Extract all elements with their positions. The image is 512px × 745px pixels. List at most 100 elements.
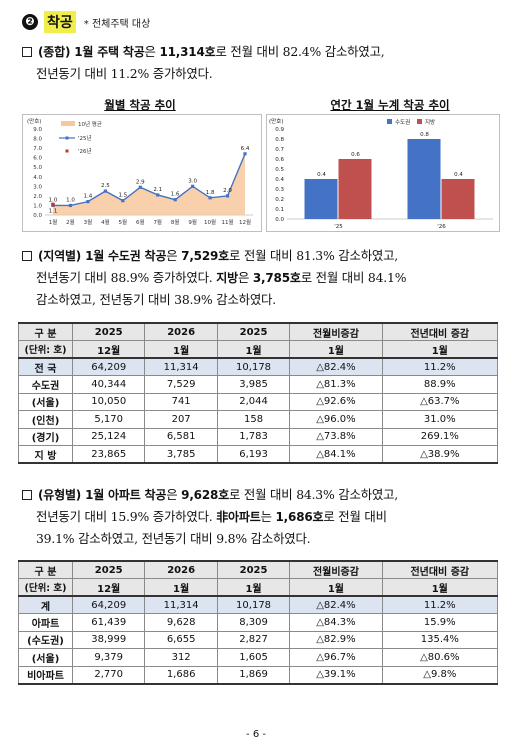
y-tick-label: 0.3 xyxy=(275,187,284,193)
data-label-2025: 1.0 xyxy=(66,197,75,203)
table-cell: 15.9% xyxy=(381,613,499,632)
table-cell: 2025 xyxy=(216,560,291,579)
y-tick-label: 0.9 xyxy=(275,127,284,133)
table-cell: (수도권) xyxy=(18,630,73,649)
x-tick-label: 9월 xyxy=(188,218,197,226)
table-cell: 비아파트 xyxy=(18,665,73,684)
table-cell: 312 xyxy=(144,648,218,667)
table-cell: 1,686 xyxy=(144,665,218,684)
y-tick-label: 0.8 xyxy=(275,137,284,143)
x-tick-label: 12월 xyxy=(239,218,251,226)
table-cell: 1월 xyxy=(289,340,383,359)
table-row: (인천) 5,170 207 158 △96.0% 31.0% xyxy=(18,410,499,429)
checkbox-bullet-icon xyxy=(22,490,32,500)
table-cell: 741 xyxy=(144,392,218,411)
table-row: 지 방 23,865 3,785 6,193 △84.1% △38.9% xyxy=(18,445,499,464)
table-cell: △82.4% xyxy=(289,595,383,614)
y-tick-label: 3.0 xyxy=(33,184,42,190)
monthly-starts-line-chart: (만호) 9.0 8.0 7.0 6.0 5.0 4.0 3.0 2.0 1.0 0.0 1.0 1.0… xyxy=(27,117,253,226)
bar-value-label: 0.4 xyxy=(317,172,326,178)
y-axis-unit: (만호) xyxy=(27,117,41,125)
table-cell: 1,783 xyxy=(216,427,291,446)
monthly-chart-title: 월별 착공 추이 xyxy=(104,98,176,112)
data-point-2025 xyxy=(86,200,90,204)
data-label-2025: 2.1 xyxy=(153,187,162,193)
table-cell: 7,529 xyxy=(144,375,218,394)
annual-starts-bar-chart: (만호) 0.9 0.8 0.7 0.6 0.5 0.4 0.3 0.2 0.1 0.0 수도권 지방 0… xyxy=(269,117,493,230)
table-cell: 수도권 xyxy=(18,375,73,394)
table-cell: 11.2% xyxy=(381,595,499,614)
table-row: 수도권 40,344 7,529 3,985 △81.3% 88.9% xyxy=(18,375,499,394)
table-cell: 전년대비 증감 xyxy=(381,560,499,579)
y-tick-label: 6.0 xyxy=(33,156,42,162)
table-cell: △38.9% xyxy=(381,445,499,464)
x-tick-label: 10월 xyxy=(204,218,216,226)
bar-local xyxy=(338,159,372,219)
y-tick-label: 0.0 xyxy=(275,217,284,223)
table-cell: 38,999 xyxy=(71,630,146,649)
data-label-2025: 1.5 xyxy=(118,193,127,199)
data-point-2025 xyxy=(191,184,195,188)
table-cell: 23,865 xyxy=(71,445,146,464)
data-label-2026: 1.1 xyxy=(49,208,58,214)
data-point-2025 xyxy=(121,199,125,203)
table-cell: 구 분 xyxy=(18,322,73,341)
x-tick-label: 5월 xyxy=(119,218,128,226)
legend-label-capital: 수도권 xyxy=(395,118,410,126)
table-cell: 64,209 xyxy=(71,595,146,614)
data-label-2025: 3.0 xyxy=(188,178,197,184)
table-row: 비아파트 2,770 1,686 1,869 △39.1% △9.8% xyxy=(18,665,499,684)
x-tick-label: 2월 xyxy=(66,218,75,226)
table-cell: 6,655 xyxy=(144,630,218,649)
table-cell: 1,605 xyxy=(216,648,291,667)
legend-swatch-capital xyxy=(387,119,392,124)
table-cell: 12월 xyxy=(71,578,146,597)
y-tick-label: 0.7 xyxy=(275,147,284,153)
table-cell: △9.8% xyxy=(381,665,499,684)
data-label-2025: 1.4 xyxy=(84,194,93,200)
table-cell: △63.7% xyxy=(381,392,499,411)
data-point-2025 xyxy=(156,193,160,197)
table-cell: 61,439 xyxy=(71,613,146,632)
table-cell: (단위: 호) xyxy=(18,340,73,359)
table-cell: 1월 xyxy=(216,578,291,597)
annual-chart-frame: (만호) 0.9 0.8 0.7 0.6 0.5 0.4 0.3 0.2 0.1 0.0 수도권 지방 0… xyxy=(266,114,500,232)
y-axis-unit: (만호) xyxy=(269,117,283,125)
section-title: ❷ 착공 * 전체주택 대상 xyxy=(22,10,150,34)
legend-marker-2025 xyxy=(65,136,69,140)
table-cell: 9,628 xyxy=(144,613,218,632)
table-cell: 11.2% xyxy=(381,357,499,376)
table-cell: 2026 xyxy=(144,322,218,341)
bar-value-label: 0.4 xyxy=(454,172,463,178)
table-cell: 1월 xyxy=(381,578,499,597)
table-row: (서울) 10,050 741 2,044 △92.6% △63.7% xyxy=(18,392,499,411)
table-cell: 3,985 xyxy=(216,375,291,394)
legend-marker-2026 xyxy=(65,149,69,153)
table-cell: 25,124 xyxy=(71,427,146,446)
table-cell: 지 방 xyxy=(18,445,73,464)
table-cell: (서울) xyxy=(18,648,73,667)
table-cell: 전년대비 증감 xyxy=(381,322,499,341)
legend-label-2026: '26년 xyxy=(78,147,92,155)
legend-swatch-local xyxy=(417,119,422,124)
table-cell: 계 xyxy=(18,595,73,614)
table-cell: (경기) xyxy=(18,427,73,446)
table-cell: 2026 xyxy=(144,560,218,579)
table-cell: 2025 xyxy=(71,322,146,341)
table-cell: △80.6% xyxy=(381,648,499,667)
table-cell: △82.4% xyxy=(289,357,383,376)
series-line-2025 xyxy=(53,153,246,207)
table-cell: 5,170 xyxy=(71,410,146,429)
section-number: ❷ xyxy=(22,14,38,30)
data-point-2026 xyxy=(51,202,55,207)
checkbox-bullet-icon xyxy=(22,251,32,261)
y-tick-label: 0.2 xyxy=(275,197,284,203)
legend-swatch-avg xyxy=(61,121,75,126)
y-tick-label: 0.4 xyxy=(275,177,284,183)
y-tick-label: 0.1 xyxy=(275,207,284,213)
table-cell: 207 xyxy=(144,410,218,429)
table-row: 아파트 61,439 9,628 8,309 △84.3% 15.9% xyxy=(18,613,499,632)
table-header-row: 구 분 2025 2026 2025 전월비증감 전년대비 증감 xyxy=(18,322,499,341)
data-label-2025: 6.4 xyxy=(241,146,250,152)
table-cell: △73.8% xyxy=(289,427,383,446)
